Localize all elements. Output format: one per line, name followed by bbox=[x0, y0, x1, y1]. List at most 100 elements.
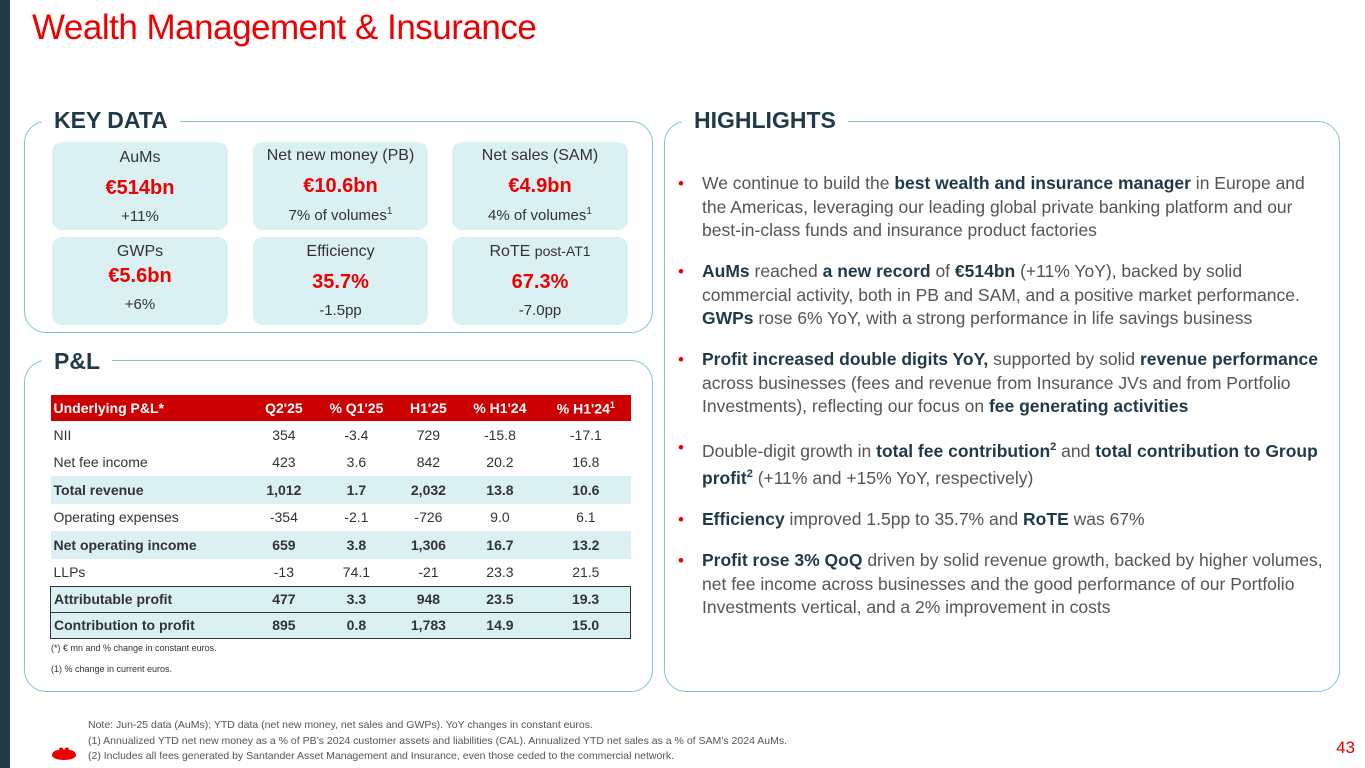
card-gwps: GWPs €5.6bn +6% bbox=[52, 237, 228, 325]
list-item: • AuMs reached a new record of €514bn (+1… bbox=[678, 261, 1300, 328]
table-cell: 2,032 bbox=[398, 476, 459, 504]
table-cell: 423 bbox=[272, 454, 296, 471]
card-value: €5.6bn bbox=[108, 265, 172, 287]
table-row: NII 354 -3.4 729 -15.8 -17.1 bbox=[51, 421, 631, 449]
pl-header-cell: % H1'241 bbox=[541, 395, 631, 421]
pl-header-cell: Q2'25 bbox=[253, 395, 315, 421]
table-cell: Contribution to profit bbox=[50, 611, 254, 639]
table-row: Operating expenses -354 -2.1 -726 9.0 6.… bbox=[51, 504, 631, 532]
table-cell: Net operating income bbox=[50, 531, 254, 559]
table-cell: 19.3 bbox=[541, 585, 632, 613]
table-row: Net operating income 659 3.8 1,306 16.7 … bbox=[50, 531, 631, 559]
card-sub: +11% bbox=[121, 208, 159, 225]
table-cell: 477 bbox=[253, 585, 315, 613]
key-data-label: KEY DATA bbox=[42, 107, 180, 134]
table-cell: 1,783 bbox=[398, 611, 459, 639]
table-cell: Net fee income bbox=[53, 454, 148, 471]
card-net-new-money: Net new money (PB) €10.6bn 7% of volumes… bbox=[253, 142, 428, 230]
table-cell: 20.2 bbox=[486, 454, 514, 471]
pl-label: P&L bbox=[42, 348, 112, 375]
bullet-icon: • bbox=[678, 350, 684, 369]
card-value: 67.3% bbox=[511, 271, 569, 293]
list-item: • Efficiency improved 1.5pp to 35.7% and … bbox=[678, 508, 1328, 532]
pl-footnote: (*) € mn and % change in constant euros. bbox=[51, 643, 217, 653]
table-cell: 74.1 bbox=[342, 564, 371, 580]
table-row: Total revenue 1,012 1.7 2,032 13.8 10.6 bbox=[50, 476, 631, 504]
table-row: Attributable profit 477 3.3 948 23.5 19.… bbox=[50, 585, 632, 613]
list-item: • We continue to build the best wealth an… bbox=[678, 173, 1305, 240]
bullet-icon: • bbox=[678, 510, 684, 530]
table-cell: LLPs bbox=[53, 564, 86, 580]
card-sub: +6% bbox=[124, 296, 156, 313]
bullet-icon: • bbox=[678, 174, 684, 193]
card-sub: 7% of volumes1 bbox=[288, 206, 393, 224]
table-cell: 354 bbox=[272, 426, 296, 443]
page-number: 43 bbox=[1336, 738, 1355, 757]
table-cell: 10.6 bbox=[541, 476, 631, 504]
bullet-icon: • bbox=[678, 438, 684, 457]
card-label: GWPs bbox=[116, 243, 164, 260]
card-label: RoTE post-AT1 bbox=[489, 243, 591, 260]
card-rote: RoTE post-AT1 67.3% -7.0pp bbox=[452, 237, 628, 325]
table-cell: -17.1 bbox=[569, 426, 602, 443]
table-cell: NII bbox=[53, 426, 72, 443]
table-cell: 3.6 bbox=[346, 454, 367, 471]
table-cell: -3.4 bbox=[344, 426, 369, 443]
card-label: Efficiency bbox=[306, 243, 375, 260]
table-cell: 659 bbox=[253, 531, 315, 559]
table-cell: 13.8 bbox=[458, 476, 542, 504]
card-sub: 4% of volumes1 bbox=[488, 206, 592, 224]
table-cell: -21 bbox=[418, 564, 439, 580]
pl-header-cell: Underlying P&L* bbox=[50, 395, 254, 421]
table-cell: -2.1 bbox=[344, 509, 369, 526]
bullet-icon: • bbox=[678, 551, 684, 571]
card-value: €4.9bn bbox=[508, 175, 572, 197]
table-cell: 842 bbox=[416, 454, 441, 471]
table-cell: Attributable profit bbox=[50, 585, 254, 613]
table-cell: -726 bbox=[414, 509, 443, 526]
card-value: €10.6bn bbox=[303, 175, 378, 197]
pl-table: Underlying P&L* Q2'25 % Q1'25 H1'25 % H1… bbox=[50, 395, 632, 639]
page-title: Wealth Management & Insurance bbox=[32, 8, 537, 47]
table-cell: 23.5 bbox=[458, 585, 542, 613]
table-cell: 16.7 bbox=[458, 531, 542, 559]
table-cell: 1.7 bbox=[314, 476, 399, 504]
table-cell: 23.3 bbox=[486, 564, 514, 580]
table-cell: 0.8 bbox=[314, 611, 399, 639]
list-item: • Profit rose 3% QoQ driven by solid reve… bbox=[678, 550, 1323, 618]
table-row: Contribution to profit 895 0.8 1,783 14.… bbox=[50, 611, 632, 639]
card-efficiency: Efficiency 35.7% -1.5pp bbox=[253, 237, 428, 325]
table-cell: 3.8 bbox=[314, 531, 399, 559]
pl-header-cell: % Q1'25 bbox=[314, 395, 399, 421]
table-cell: 6.1 bbox=[576, 509, 596, 526]
pl-footnote: (1) % change in current euros. bbox=[51, 664, 173, 674]
card-sub: -7.0pp bbox=[518, 302, 562, 319]
table-cell: -354 bbox=[269, 509, 298, 526]
table-cell: 729 bbox=[416, 426, 441, 443]
highlights-label: HIGHLIGHTS bbox=[682, 107, 848, 134]
highlights-panel bbox=[664, 121, 1340, 692]
table-cell: -13 bbox=[273, 564, 294, 580]
table-cell: 13.2 bbox=[541, 531, 631, 559]
pl-header-row: Underlying P&L* Q2'25 % Q1'25 H1'25 % H1… bbox=[50, 395, 631, 421]
table-cell: 1,012 bbox=[253, 476, 315, 504]
table-cell: 14.9 bbox=[458, 611, 542, 639]
card-net-sales: Net sales (SAM) €4.9bn 4% of volumes1 bbox=[452, 142, 628, 230]
table-cell: 9.0 bbox=[490, 509, 510, 526]
card-aums: AuMs €514bn +11% bbox=[52, 142, 228, 230]
bullet-icon: • bbox=[678, 262, 684, 281]
table-cell: Operating expenses bbox=[53, 509, 179, 526]
table-cell: 15.0 bbox=[541, 611, 632, 639]
table-cell: -15.8 bbox=[483, 426, 516, 443]
table-cell: 895 bbox=[253, 611, 315, 639]
table-cell: 3.3 bbox=[314, 585, 399, 613]
pl-header-cell: H1'25 bbox=[398, 395, 459, 421]
table-row: LLPs -13 74.1 -21 23.3 21.5 bbox=[51, 559, 631, 587]
table-cell: 948 bbox=[398, 585, 459, 613]
table-cell: 16.8 bbox=[572, 454, 600, 471]
note-line: (1) Annualized YTD net new money as a % … bbox=[88, 735, 788, 747]
card-label: AuMs bbox=[119, 149, 161, 166]
card-label: Net sales (SAM) bbox=[481, 147, 599, 164]
card-sub: -1.5pp bbox=[319, 302, 362, 319]
pl-header-cell: % H1'24 bbox=[458, 395, 542, 421]
